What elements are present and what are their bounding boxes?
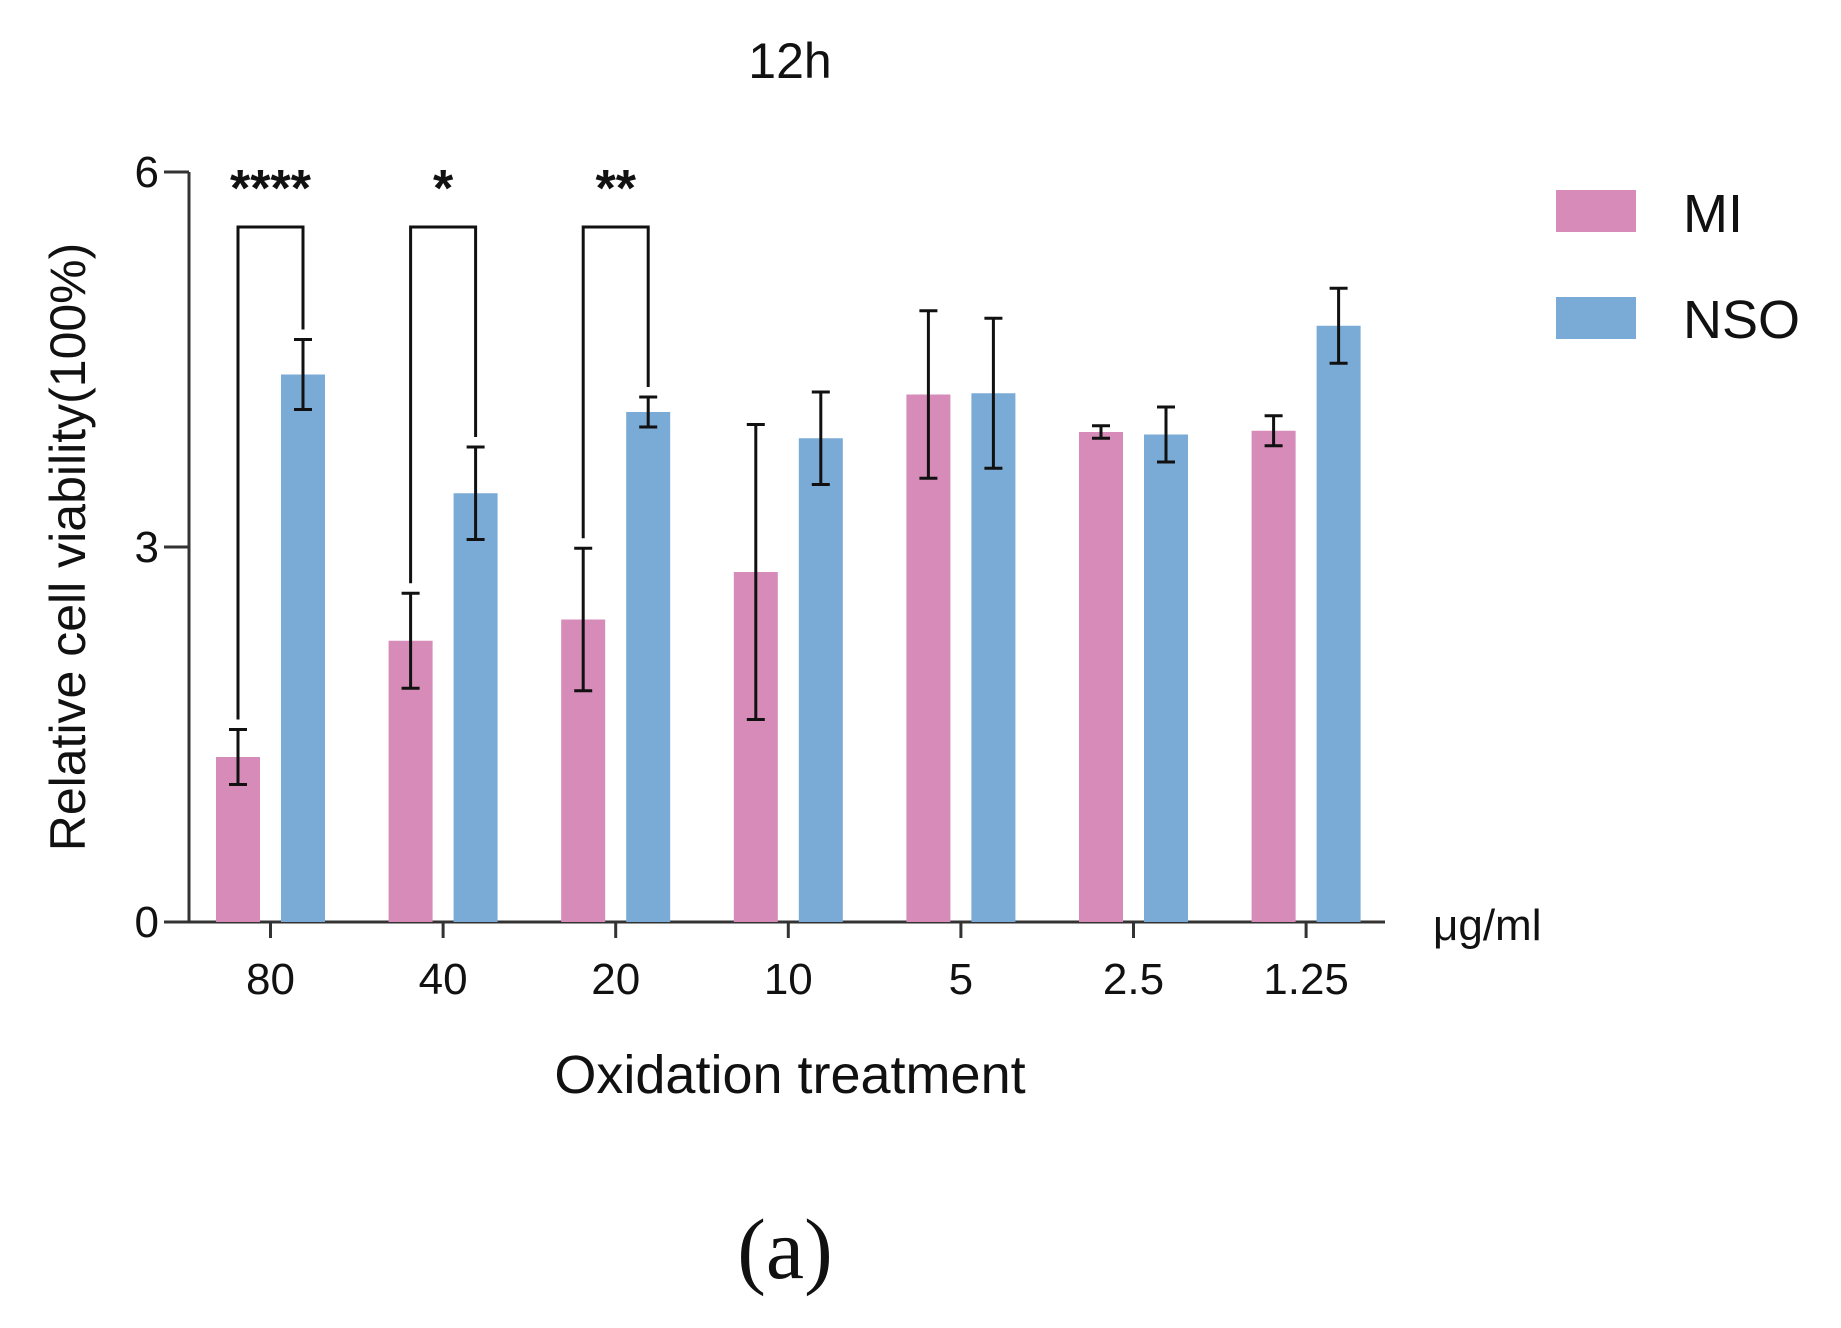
bar-nso-80 — [281, 374, 325, 922]
significance-label: ** — [595, 160, 636, 218]
x-tick-label: 20 — [591, 955, 640, 1004]
y-tick-label: 0 — [135, 898, 159, 947]
bar-nso-10 — [798, 438, 843, 922]
bar-mi-1.25 — [1251, 430, 1296, 922]
bar-mi-5 — [906, 394, 951, 922]
x-tick-label: 1.25 — [1263, 955, 1349, 1004]
legend-swatch-mi — [1556, 190, 1636, 232]
panel-label: (a) — [737, 1201, 832, 1297]
bar-nso-1.25 — [1316, 325, 1361, 922]
x-tick-label: 80 — [246, 955, 295, 1004]
significance-bracket — [409, 225, 478, 584]
significance-label: * — [433, 160, 454, 218]
bar-nso-20 — [626, 412, 671, 922]
bar-nso-5 — [971, 393, 1016, 922]
legend-label-nso: NSO — [1683, 290, 1800, 350]
chart-title: 12h — [748, 33, 831, 89]
legend-label-mi: MI — [1683, 184, 1743, 244]
unit-label: μg/ml — [1433, 901, 1541, 950]
x-tick-label: 2.5 — [1103, 955, 1164, 1004]
y-tick-label: 3 — [135, 523, 159, 572]
bar-mi-2.5 — [1079, 432, 1123, 922]
bar-nso-40 — [453, 493, 498, 922]
significance-bracket — [581, 225, 650, 539]
y-tick-label: 6 — [135, 148, 159, 197]
y-axis-label: Relative cell viability(100%) — [40, 243, 96, 852]
significance-label: **** — [230, 160, 312, 218]
legend: MI NSO — [1556, 184, 1800, 350]
x-tick-label: 5 — [949, 955, 973, 1004]
bar-nso-2.5 — [1144, 434, 1188, 922]
x-tick-label: 10 — [764, 955, 813, 1004]
significance-bracket — [236, 225, 305, 720]
x-axis-label: Oxidation treatment — [554, 1045, 1025, 1105]
legend-swatch-nso — [1556, 297, 1636, 339]
x-tick-label: 40 — [419, 955, 468, 1004]
